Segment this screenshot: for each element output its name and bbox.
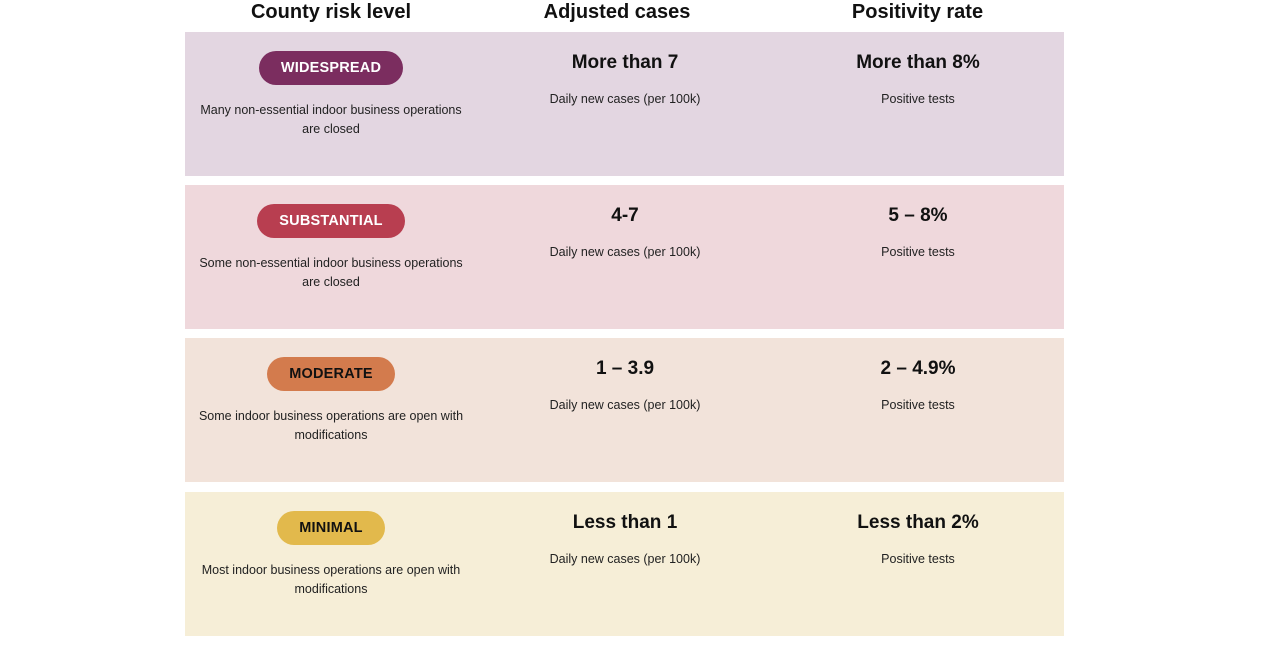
adjusted-cases-value: More than 7 [571,52,679,73]
tier-row-moderate: MODERATE Some indoor business operations… [185,338,1064,482]
table-header: County risk level Adjusted cases Positiv… [185,0,1064,28]
positivity-value: 2 – 4.9% [880,358,956,379]
header-adjusted-cases: Adjusted cases [543,1,691,23]
tier-description: Many non-essential indoor business opera… [200,103,462,136]
adjusted-cases-value: 1 – 3.9 [595,358,655,379]
adjusted-cases-caption: Daily new cases (per 100k) [549,398,701,412]
tier-description: Some indoor business operations are open… [198,409,464,442]
positivity-caption: Positive tests [881,245,955,259]
adjusted-cases-value: 4-7 [611,205,639,226]
adjusted-cases-caption: Daily new cases (per 100k) [549,245,701,259]
tier-description: Some non-essential indoor business opera… [199,256,463,289]
adjusted-cases-value: Less than 1 [572,512,678,533]
positivity-value: Less than 2% [857,512,979,533]
tier-description: Most indoor business operations are open… [201,563,461,596]
tier-badge: SUBSTANTIAL [257,204,405,238]
positivity-value: 5 – 8% [888,205,948,226]
positivity-caption: Positive tests [881,398,955,412]
positivity-caption: Positive tests [881,92,955,106]
tier-row-minimal: MINIMAL Most indoor business operations … [185,492,1064,636]
adjusted-cases-caption: Daily new cases (per 100k) [549,92,701,106]
tier-row-widespread: WIDESPREAD Many non-essential indoor bus… [185,32,1064,176]
tier-badge: MINIMAL [277,511,385,545]
positivity-caption: Positive tests [881,552,955,566]
header-risk-level: County risk level [250,1,412,23]
header-positivity-rate: Positivity rate [851,1,984,23]
adjusted-cases-caption: Daily new cases (per 100k) [549,552,701,566]
positivity-value: More than 8% [856,52,980,73]
tier-row-substantial: SUBSTANTIAL Some non-essential indoor bu… [185,185,1064,329]
tier-badge: WIDESPREAD [258,51,404,85]
tier-badge: MODERATE [267,357,395,391]
